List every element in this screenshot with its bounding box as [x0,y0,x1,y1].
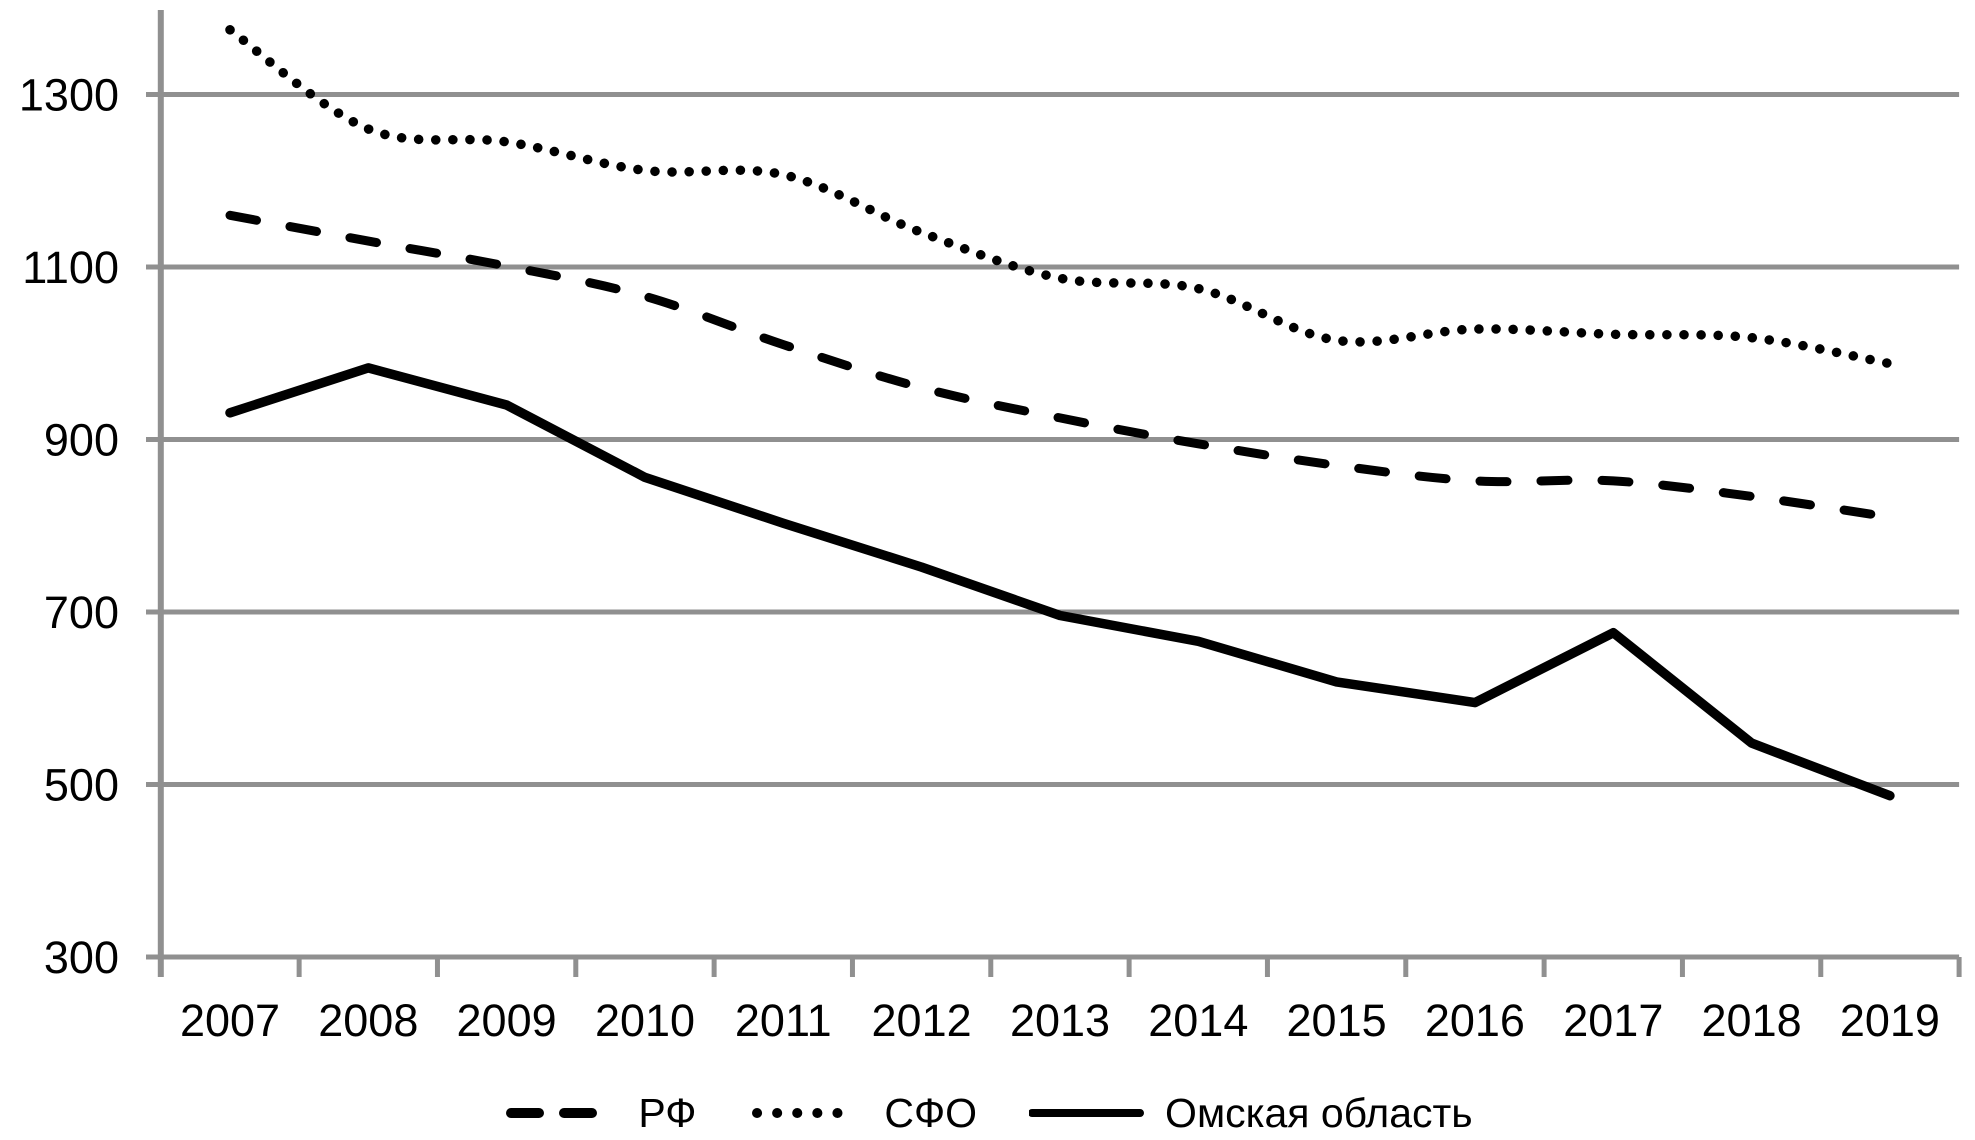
svg-text:2019: 2019 [1840,995,1940,1046]
svg-text:1300: 1300 [19,70,119,121]
legend-label-sfo: СФО [884,1089,978,1136]
svg-text:2013: 2013 [1010,995,1110,1046]
dashed-line-sample-icon [506,1108,617,1118]
svg-text:2012: 2012 [872,995,972,1046]
svg-text:2017: 2017 [1563,995,1663,1046]
svg-text:2008: 2008 [318,995,418,1046]
svg-text:1100: 1100 [22,242,119,293]
dotted-line-sample-icon [752,1108,863,1118]
svg-text:500: 500 [44,760,119,811]
svg-text:2018: 2018 [1702,995,1802,1046]
legend-item-rf: РФ [502,1089,697,1136]
legend-label-omsk: Омская область [1165,1089,1473,1136]
svg-text:2007: 2007 [180,995,280,1046]
svg-text:2010: 2010 [595,995,695,1046]
legend-item-sfo: СФО [748,1089,978,1136]
svg-text:2015: 2015 [1287,995,1387,1046]
svg-text:2016: 2016 [1425,995,1525,1046]
svg-text:2009: 2009 [457,995,557,1046]
legend-label-rf: РФ [638,1089,697,1136]
svg-text:2014: 2014 [1148,995,1248,1046]
svg-text:900: 900 [44,415,119,466]
svg-text:2011: 2011 [735,995,832,1046]
chart-legend: РФ СФО Омская область [0,1086,1975,1140]
solid-line-sample-icon [1029,1109,1145,1117]
legend-item-omsk: Омская область [1029,1089,1473,1136]
svg-text:300: 300 [44,932,119,983]
svg-text:700: 700 [44,587,119,638]
